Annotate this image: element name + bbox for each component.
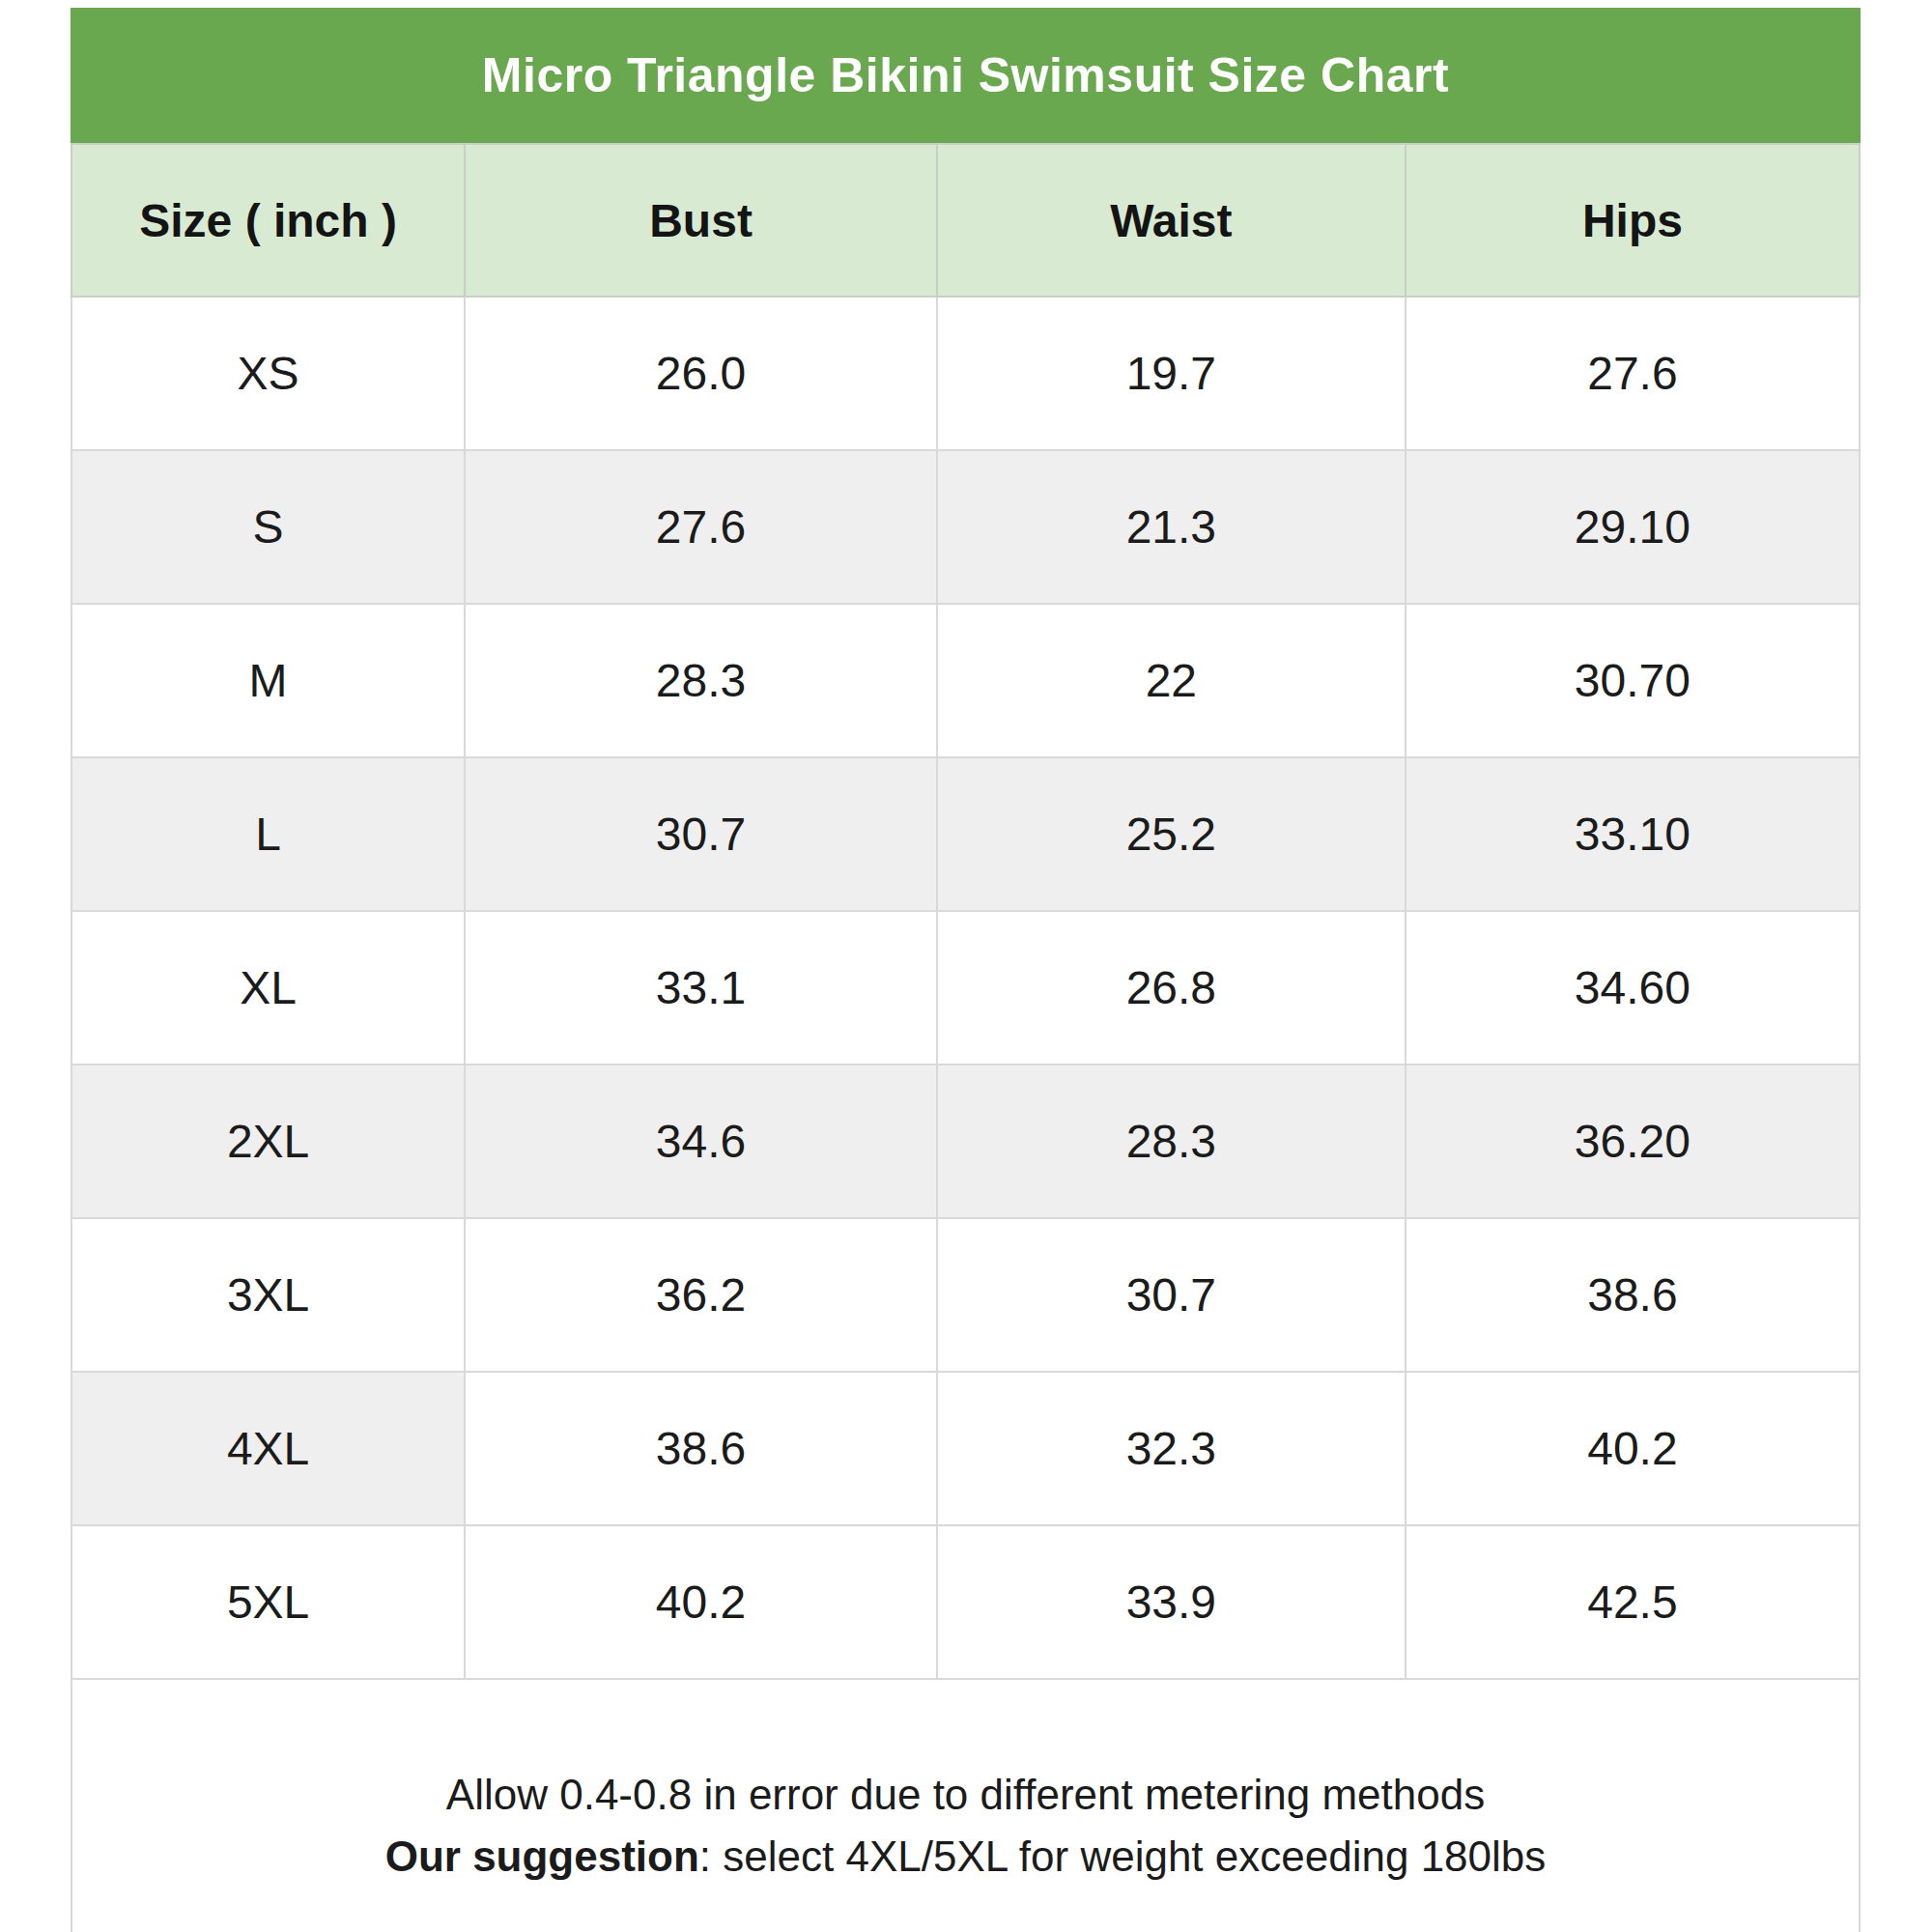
bust-cell: 36.2 <box>465 1218 937 1372</box>
hips-cell: 30.70 <box>1406 604 1860 757</box>
table-row-3xl: 3XL 36.2 30.7 38.6 <box>71 1218 1860 1372</box>
column-header-waist: Waist <box>937 144 1406 297</box>
size-cell: S <box>71 450 465 604</box>
hips-cell: 42.5 <box>1406 1525 1860 1679</box>
bust-cell: 30.7 <box>465 757 937 911</box>
size-cell: L <box>71 757 465 911</box>
waist-cell: 25.2 <box>937 757 1406 911</box>
hips-cell: 40.2 <box>1406 1372 1860 1525</box>
hips-cell: 36.20 <box>1406 1065 1860 1218</box>
note-line-1: Allow 0.4-0.8 in error due to different … <box>73 1764 1858 1826</box>
waist-cell: 30.7 <box>937 1218 1406 1372</box>
size-cell: 5XL <box>71 1525 465 1679</box>
size-cell: 3XL <box>71 1218 465 1372</box>
header-row: Size ( inch ) Bust Waist Hips <box>71 144 1860 297</box>
size-table: Size ( inch ) Bust Waist Hips XS 26.0 19… <box>71 143 1861 1932</box>
waist-cell: 21.3 <box>937 450 1406 604</box>
hips-cell: 38.6 <box>1406 1218 1860 1372</box>
waist-cell: 33.9 <box>937 1525 1406 1679</box>
bust-cell: 33.1 <box>465 911 937 1065</box>
hips-cell: 33.10 <box>1406 757 1860 911</box>
bust-cell: 26.0 <box>465 297 937 450</box>
size-chart: Micro Triangle Bikini Swimsuit Size Char… <box>71 8 1861 1932</box>
table-row-4xl: 4XL 38.6 32.3 40.2 <box>71 1372 1860 1525</box>
bust-cell: 34.6 <box>465 1065 937 1218</box>
table-row-m: M 28.3 22 30.70 <box>71 604 1860 757</box>
bust-cell: 38.6 <box>465 1372 937 1525</box>
table-row-l: L 30.7 25.2 33.10 <box>71 757 1860 911</box>
column-header-hips: Hips <box>1406 144 1860 297</box>
size-cell: 4XL <box>71 1372 465 1525</box>
waist-cell: 26.8 <box>937 911 1406 1065</box>
table-row-s: S 27.6 21.3 29.10 <box>71 450 1860 604</box>
size-chart-page: Micro Triangle Bikini Swimsuit Size Char… <box>0 0 1932 1932</box>
chart-title: Micro Triangle Bikini Swimsuit Size Char… <box>482 47 1449 103</box>
column-header-bust: Bust <box>465 144 937 297</box>
note-line-2: Our suggestion: select 4XL/5XL for weigh… <box>73 1826 1858 1888</box>
table-row-xs: XS 26.0 19.7 27.6 <box>71 297 1860 450</box>
hips-cell: 27.6 <box>1406 297 1860 450</box>
size-cell: XS <box>71 297 465 450</box>
hips-cell: 29.10 <box>1406 450 1860 604</box>
table-row-2xl: 2XL 34.6 28.3 36.20 <box>71 1065 1860 1218</box>
note-row: Allow 0.4-0.8 in error due to different … <box>71 1679 1860 1932</box>
waist-cell: 28.3 <box>937 1065 1406 1218</box>
table-row-5xl: 5XL 40.2 33.9 42.5 <box>71 1525 1860 1679</box>
waist-cell: 19.7 <box>937 297 1406 450</box>
bust-cell: 40.2 <box>465 1525 937 1679</box>
note-suggestion-label: Our suggestion <box>385 1833 699 1880</box>
column-header-size: Size ( inch ) <box>71 144 465 297</box>
size-cell: 2XL <box>71 1065 465 1218</box>
chart-title-bar: Micro Triangle Bikini Swimsuit Size Char… <box>71 8 1861 143</box>
hips-cell: 34.60 <box>1406 911 1860 1065</box>
note-cell: Allow 0.4-0.8 in error due to different … <box>71 1679 1860 1932</box>
bust-cell: 28.3 <box>465 604 937 757</box>
bust-cell: 27.6 <box>465 450 937 604</box>
waist-cell: 22 <box>937 604 1406 757</box>
size-cell: M <box>71 604 465 757</box>
waist-cell: 32.3 <box>937 1372 1406 1525</box>
size-cell: XL <box>71 911 465 1065</box>
note-suggestion-text: : select 4XL/5XL for weight exceeding 18… <box>699 1833 1546 1880</box>
table-row-xl: XL 33.1 26.8 34.60 <box>71 911 1860 1065</box>
